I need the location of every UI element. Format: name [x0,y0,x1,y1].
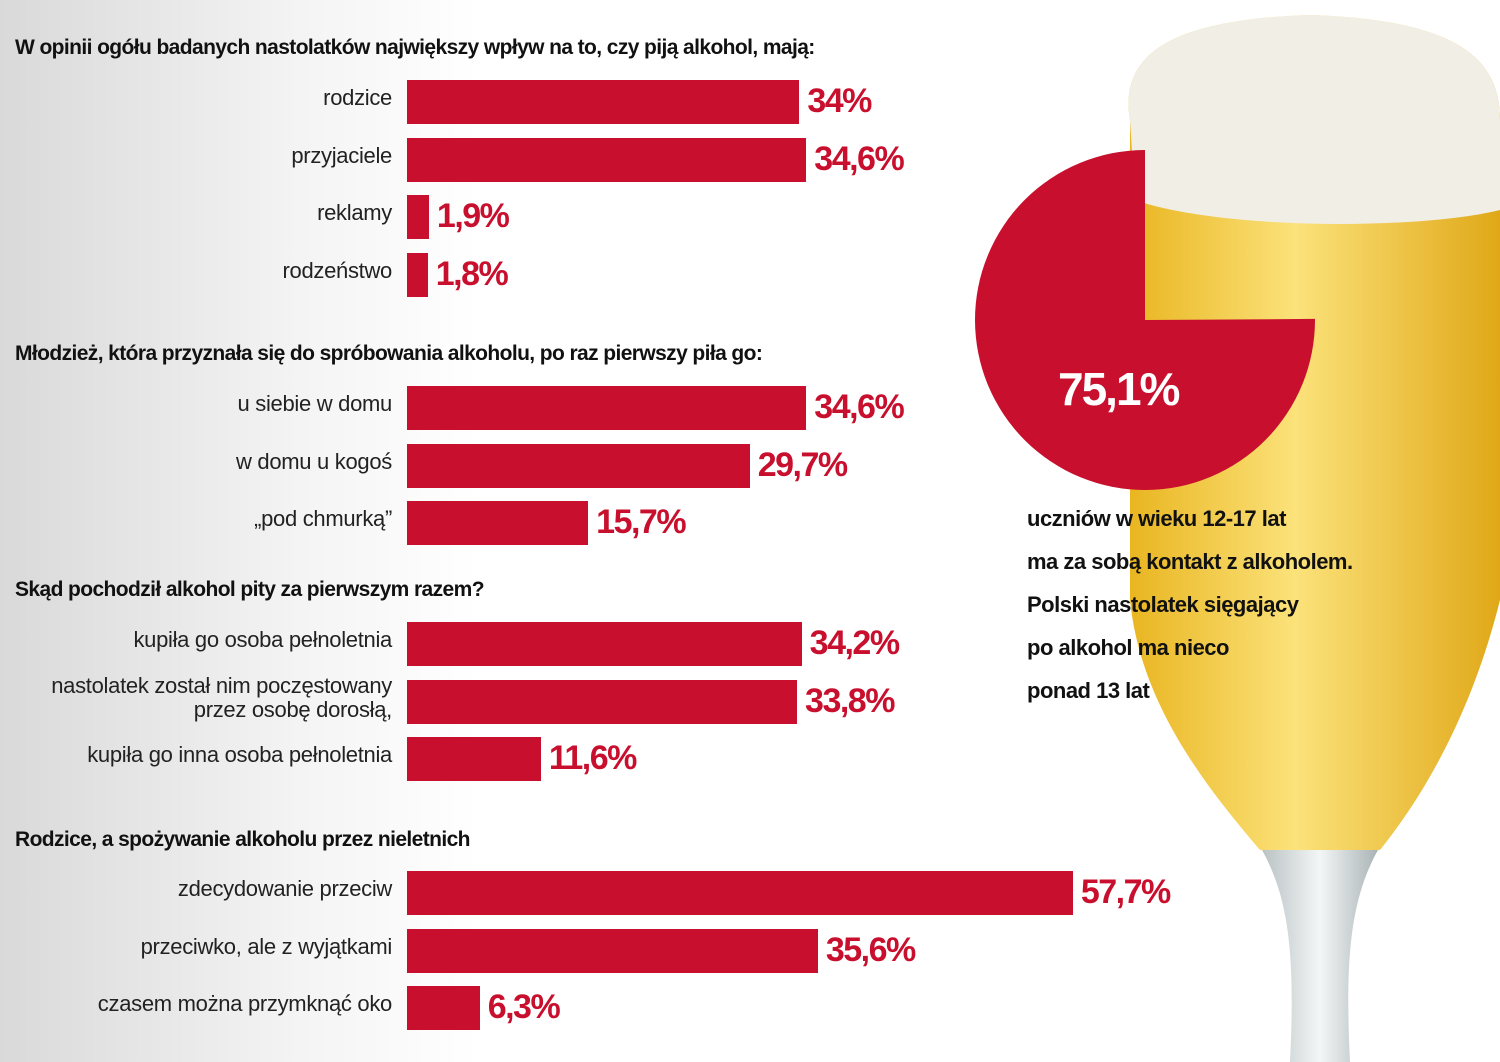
category-label: zdecydowanie przeciw [177,876,392,901]
note-line: po alkohol ma nieco [1027,635,1229,660]
value-label: 15,7% [596,503,686,541]
category-label: w domu u kogoś [236,448,392,474]
chart-title: W opinii ogółu badanych nastolatków najw… [15,36,815,59]
category-label: nastolatek został nim poczęstowany przez… [51,672,392,722]
category-label: u siebie w domu [237,391,393,416]
category-label: rodzice [323,85,392,110]
category-label: kupiła go osoba pełnoletnia [133,627,392,652]
value-label: 34% [807,82,872,120]
foam [1128,15,1500,224]
value-label: 1,9% [436,197,510,235]
value-label: 35,6% [825,930,916,969]
bar [407,386,807,430]
value-label: 34,6% [814,139,904,178]
bar [407,622,802,666]
value-label: 6,3% [487,988,561,1026]
category-label: przeciwko, ale z wyjątkami [140,933,393,959]
category-label: reklamy [317,200,392,225]
bar [407,737,541,781]
chart-title: Młodzież, która przyznała się do spróbow… [15,342,763,365]
value-label: 29,7% [757,445,848,484]
bar [407,137,807,182]
bar [407,501,589,545]
category-label: kupiła go inna osoba pełnoletnia [87,742,392,767]
bar [407,986,480,1030]
note-line: uczniów w wieku 12-17 lat [1027,506,1286,531]
pie-value-label: 75,1% [1058,363,1180,415]
chart-title: Rodzice, a spożywanie alkoholu przez nie… [15,828,471,851]
value-label: 11,6% [548,739,638,777]
bar [407,252,428,297]
value-label: 33,8% [805,681,895,720]
bar [407,195,429,239]
bar [407,928,818,973]
value-label: 34,2% [809,624,900,662]
glass-bowl [1128,15,1500,850]
pie-slice [975,150,1315,490]
bar [407,80,800,124]
note-line: Polski nastolatek sięgający [1027,592,1299,617]
value-label: 1,8% [435,254,509,293]
category-label: czasem można przymknąć oko [97,991,393,1016]
note-line: ma za sobą kontakt z alkoholem. [1027,549,1353,574]
chart-title: Skąd pochodził alkohol pity za pierwszym… [15,578,485,601]
value-label: 57,7% [1080,873,1171,911]
bar [407,443,750,488]
stem [1262,850,1378,1062]
bar [407,871,1073,915]
value-label: 34,6% [814,388,904,426]
bar [407,679,798,724]
category-label: „pod chmurką” [254,506,392,531]
category-label: rodzeństwo [282,257,392,283]
note-line: ponad 13 lat [1027,678,1150,703]
category-label: przyjaciele [291,142,392,168]
